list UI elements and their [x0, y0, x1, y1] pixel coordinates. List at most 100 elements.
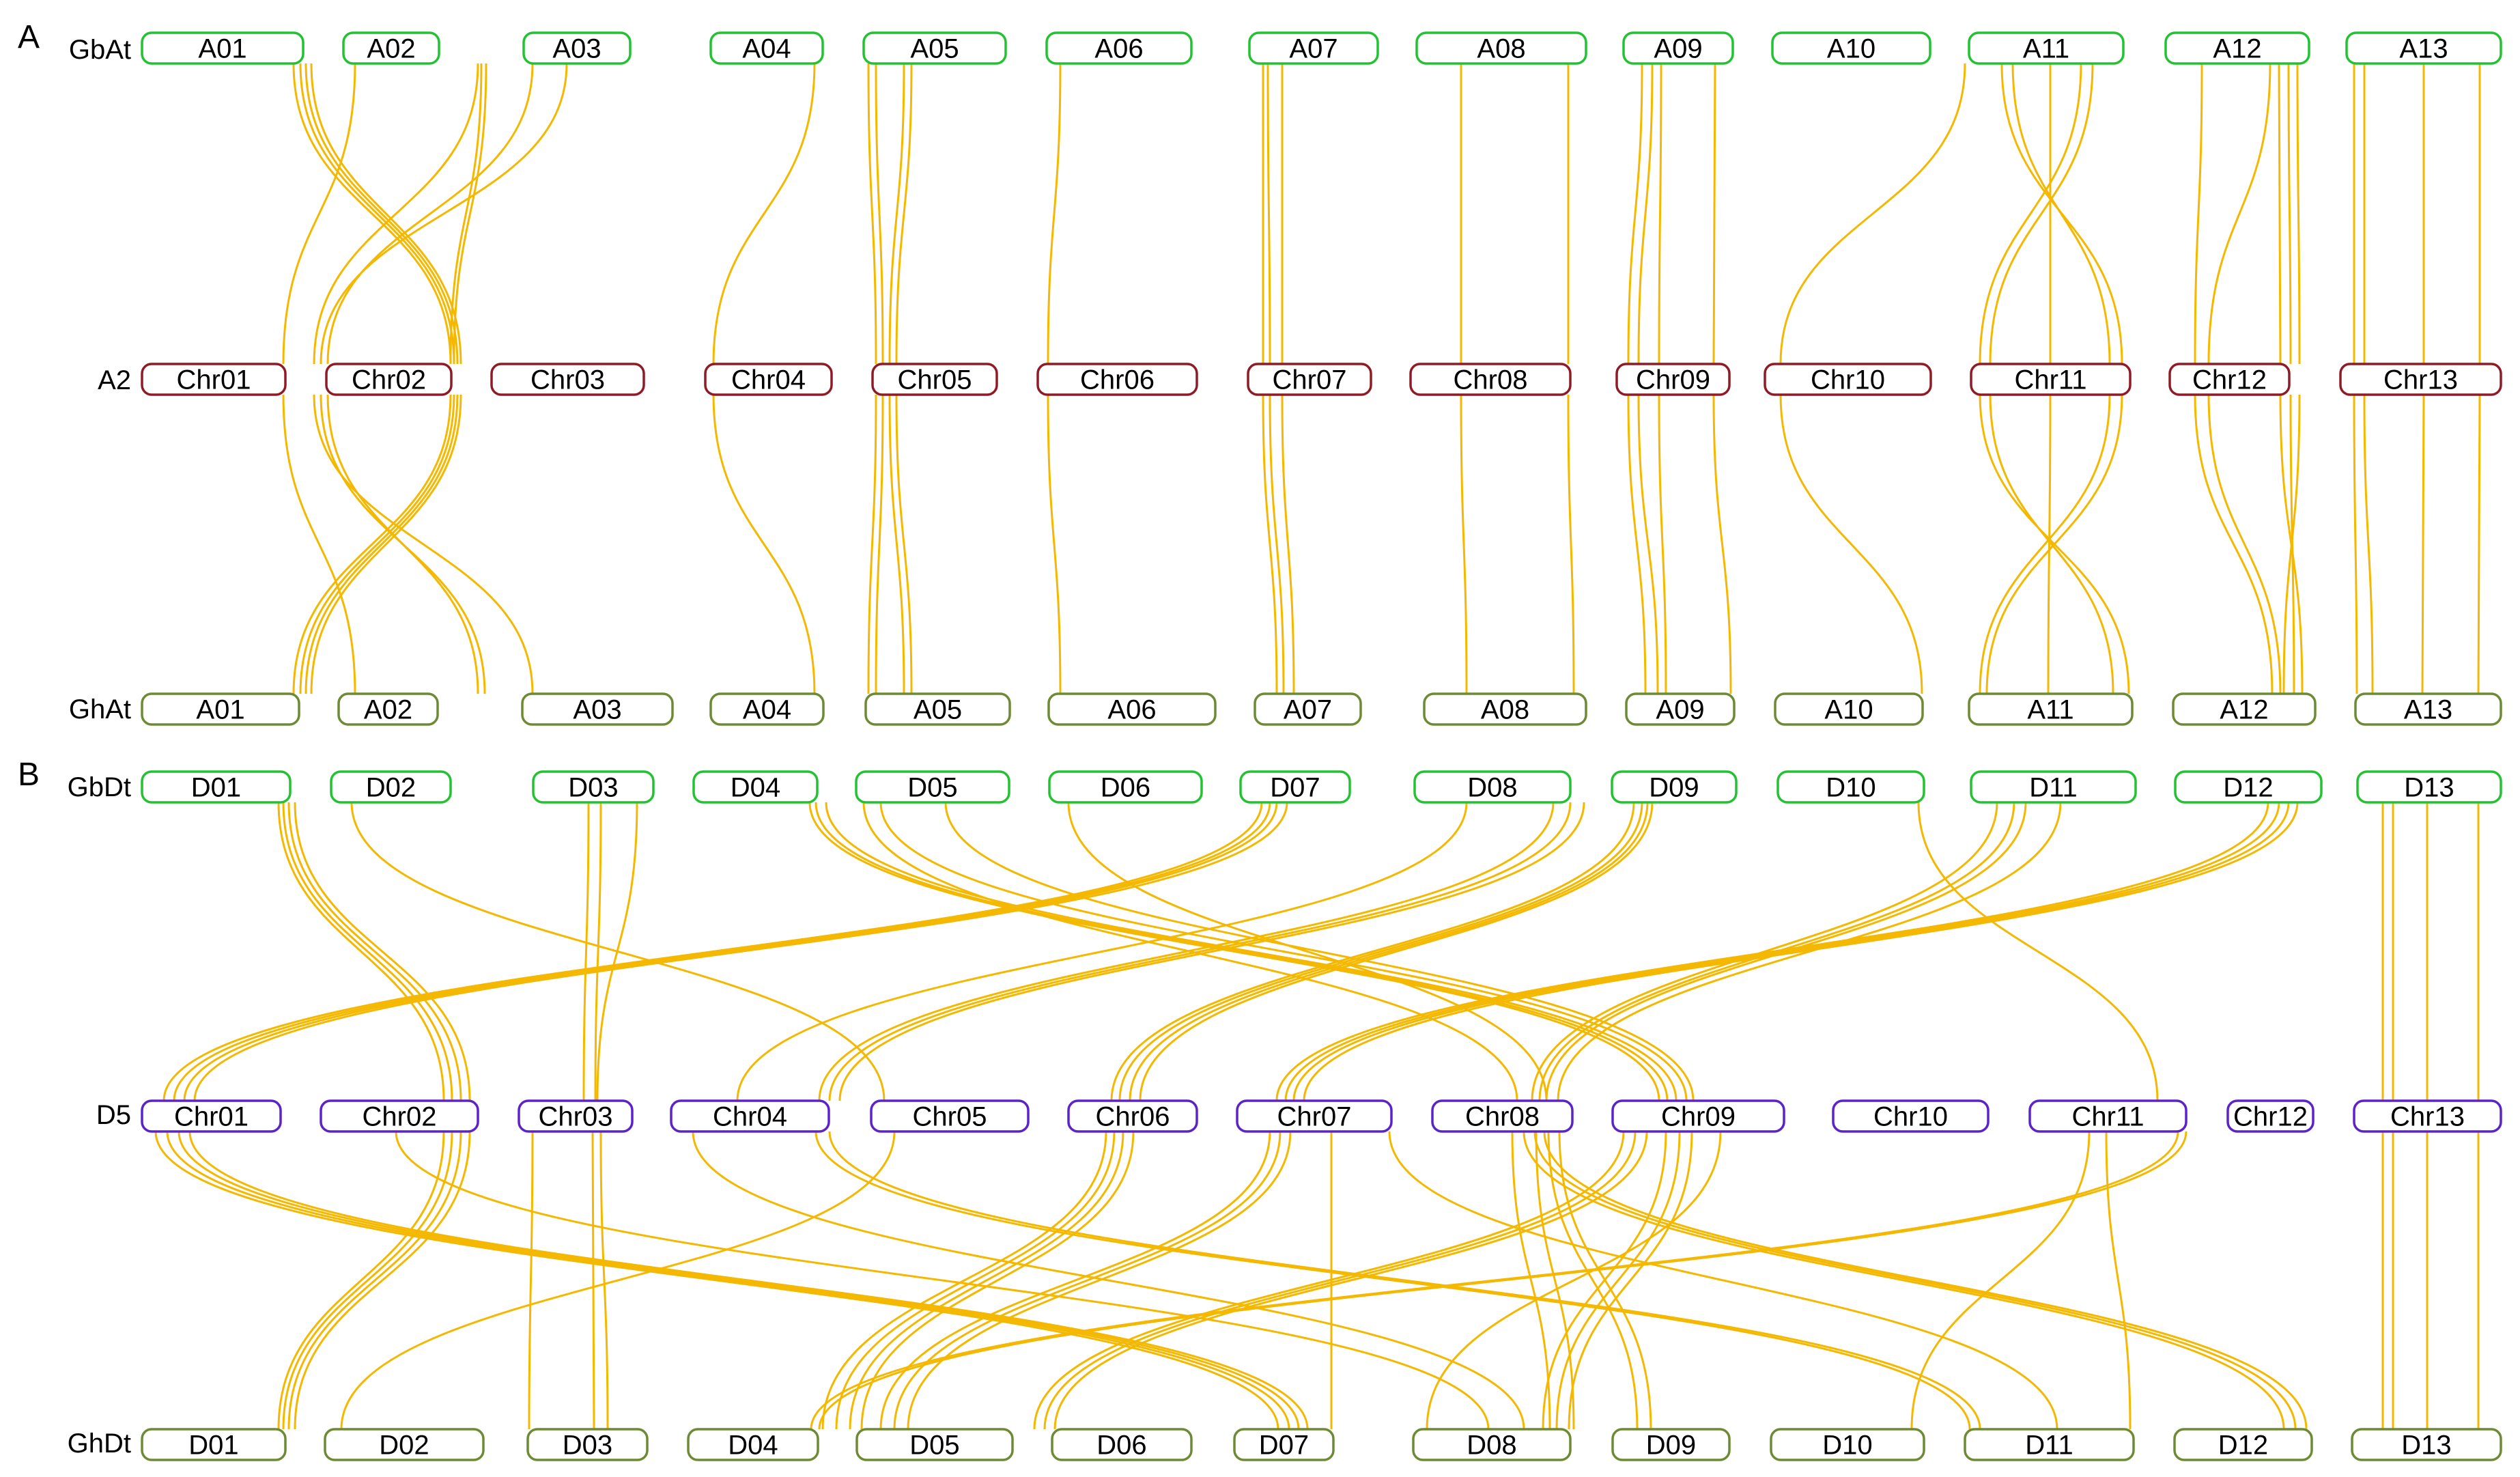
- chromosome-a2-chr08[interactable]: Chr08: [1409, 363, 1572, 396]
- chromosome-bar[interactable]: [1968, 31, 2125, 65]
- chromosome-bar[interactable]: [1968, 692, 2134, 726]
- chromosome-bar[interactable]: [1239, 770, 1351, 804]
- chromosome-ghat-a01[interactable]: A01: [141, 692, 300, 726]
- chromosome-ghat-a07[interactable]: A07: [1254, 692, 1362, 726]
- chromosome-gbdt-d02[interactable]: D02: [330, 770, 452, 804]
- chromosome-gbdt-d03[interactable]: D03: [532, 770, 655, 804]
- chromosome-gbdt-d05[interactable]: D05: [855, 770, 1010, 804]
- chromosome-bar[interactable]: [670, 1099, 830, 1133]
- chromosome-ghdt-d06[interactable]: D06: [1051, 1428, 1193, 1461]
- chromosome-bar[interactable]: [1423, 692, 1587, 726]
- chromosome-gbat-a13[interactable]: A13: [2345, 31, 2502, 65]
- chromosome-bar[interactable]: [864, 692, 1011, 726]
- chromosome-bar[interactable]: [1625, 692, 1736, 726]
- chromosome-bar[interactable]: [1412, 1428, 1572, 1461]
- chromosome-ghat-a04[interactable]: A04: [709, 692, 825, 726]
- chromosome-ghdt-d13[interactable]: D13: [2351, 1428, 2502, 1461]
- chromosome-a2-chr13[interactable]: Chr13: [2339, 363, 2502, 396]
- chromosome-bar[interactable]: [2173, 1428, 2313, 1461]
- chromosome-ghdt-d09[interactable]: D09: [1611, 1428, 1731, 1461]
- chromosome-ghat-a05[interactable]: A05: [864, 692, 1011, 726]
- chromosome-gbat-a04[interactable]: A04: [709, 31, 824, 65]
- chromosome-bar[interactable]: [2174, 770, 2323, 804]
- chromosome-bar[interactable]: [2168, 363, 2291, 396]
- chromosome-gbat-a12[interactable]: A12: [2164, 31, 2310, 65]
- chromosome-bar[interactable]: [2345, 31, 2502, 65]
- chromosome-a2-chr01[interactable]: Chr01: [141, 363, 287, 396]
- chromosome-bar[interactable]: [2028, 1099, 2188, 1133]
- chromosome-ghat-a02[interactable]: A02: [337, 692, 439, 726]
- chromosome-bar[interactable]: [1413, 770, 1572, 804]
- chromosome-bar[interactable]: [1047, 692, 1217, 726]
- chromosome-gbdt-d13[interactable]: D13: [2356, 770, 2502, 804]
- chromosome-bar[interactable]: [324, 1428, 485, 1461]
- chromosome-bar[interactable]: [1832, 1099, 1990, 1133]
- chromosome-a2-chr04[interactable]: Chr04: [704, 363, 833, 396]
- chromosome-ghdt-d08[interactable]: D08: [1412, 1428, 1572, 1461]
- chromosome-d5-chr03[interactable]: Chr03: [518, 1099, 634, 1133]
- chromosome-ghdt-d03[interactable]: D03: [526, 1428, 649, 1461]
- chromosome-gbdt-d10[interactable]: D10: [1776, 770, 1925, 804]
- chromosome-gbat-a06[interactable]: A06: [1045, 31, 1193, 65]
- chromosome-bar[interactable]: [522, 31, 632, 65]
- chromosome-bar[interactable]: [1067, 1099, 1198, 1133]
- chromosome-ghat-a08[interactable]: A08: [1423, 692, 1587, 726]
- chromosome-gbat-a09[interactable]: A09: [1622, 31, 1734, 65]
- chromosome-bar[interactable]: [141, 1099, 282, 1133]
- chromosome-bar[interactable]: [1764, 363, 1932, 396]
- chromosome-bar[interactable]: [1770, 1428, 1925, 1461]
- chromosome-a2-chr09[interactable]: Chr09: [1615, 363, 1731, 396]
- chromosome-ghdt-d01[interactable]: D01: [141, 1428, 287, 1461]
- chromosome-bar[interactable]: [855, 1428, 1014, 1461]
- chromosome-bar[interactable]: [1970, 770, 2137, 804]
- chromosome-bar[interactable]: [1236, 1099, 1393, 1133]
- chromosome-bar[interactable]: [490, 363, 645, 396]
- chromosome-a2-chr02[interactable]: Chr02: [325, 363, 453, 396]
- chromosome-bar[interactable]: [2351, 1428, 2502, 1461]
- chromosome-ghdt-d02[interactable]: D02: [324, 1428, 485, 1461]
- chromosome-gbdt-d11[interactable]: D11: [1970, 770, 2137, 804]
- chromosome-ghat-a13[interactable]: A13: [2354, 692, 2502, 726]
- chromosome-bar[interactable]: [1771, 31, 1931, 65]
- chromosome-a2-chr07[interactable]: Chr07: [1247, 363, 1372, 396]
- chromosome-bar[interactable]: [141, 363, 287, 396]
- chromosome-d5-chr09[interactable]: Chr09: [1611, 1099, 1785, 1133]
- chromosome-bar[interactable]: [1248, 31, 1379, 65]
- chromosome-bar[interactable]: [1611, 770, 1738, 804]
- chromosome-bar[interactable]: [320, 1099, 479, 1133]
- chromosome-gbdt-d06[interactable]: D06: [1048, 770, 1203, 804]
- chromosome-a2-chr05[interactable]: Chr05: [871, 363, 998, 396]
- chromosome-ghdt-d10[interactable]: D10: [1770, 1428, 1925, 1461]
- chromosome-a2-chr12[interactable]: Chr12: [2168, 363, 2291, 396]
- chromosome-bar[interactable]: [2356, 770, 2502, 804]
- chromosome-bar[interactable]: [704, 363, 833, 396]
- chromosome-bar[interactable]: [2353, 1099, 2502, 1133]
- chromosome-bar[interactable]: [2164, 31, 2310, 65]
- chromosome-d5-chr10[interactable]: Chr10: [1832, 1099, 1990, 1133]
- chromosome-gbat-a10[interactable]: A10: [1771, 31, 1931, 65]
- chromosome-bar[interactable]: [1964, 1428, 2135, 1461]
- chromosome-bar[interactable]: [521, 692, 674, 726]
- chromosome-bar[interactable]: [1247, 363, 1372, 396]
- chromosome-bar[interactable]: [337, 692, 439, 726]
- chromosome-gbat-a07[interactable]: A07: [1248, 31, 1379, 65]
- chromosome-d5-chr04[interactable]: Chr04: [670, 1099, 830, 1133]
- chromosome-bar[interactable]: [687, 1428, 819, 1461]
- chromosome-bar[interactable]: [141, 31, 305, 65]
- chromosome-gbat-a03[interactable]: A03: [522, 31, 632, 65]
- chromosome-gbdt-d01[interactable]: D01: [141, 770, 292, 804]
- chromosome-gbdt-d12[interactable]: D12: [2174, 770, 2323, 804]
- chromosome-ghdt-d04[interactable]: D04: [687, 1428, 819, 1461]
- chromosome-bar[interactable]: [1611, 1099, 1785, 1133]
- chromosome-bar[interactable]: [1431, 1099, 1574, 1133]
- chromosome-bar[interactable]: [1045, 31, 1193, 65]
- chromosome-ghat-a11[interactable]: A11: [1968, 692, 2134, 726]
- chromosome-gbat-a05[interactable]: A05: [862, 31, 1007, 65]
- chromosome-bar[interactable]: [141, 1428, 287, 1461]
- chromosome-d5-chr12[interactable]: Chr12: [2226, 1099, 2314, 1133]
- chromosome-bar[interactable]: [1615, 363, 1731, 396]
- chromosome-bar[interactable]: [709, 31, 824, 65]
- chromosome-bar[interactable]: [1048, 770, 1203, 804]
- chromosome-bar[interactable]: [855, 770, 1010, 804]
- chromosome-bar[interactable]: [871, 363, 998, 396]
